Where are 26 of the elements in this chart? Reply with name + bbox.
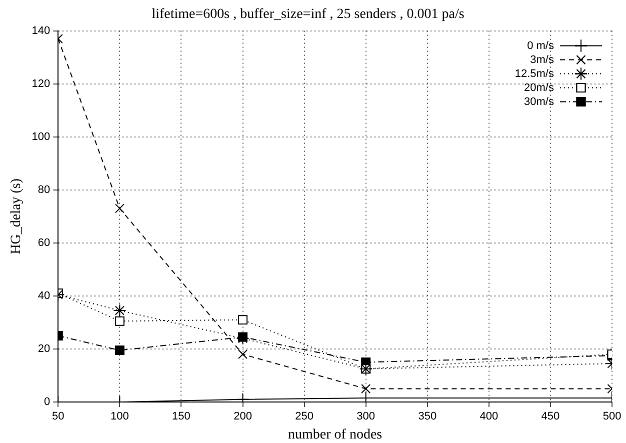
- x-tick-label: 100: [110, 410, 129, 423]
- x-tick-label: 300: [356, 410, 376, 423]
- x-tick-label: 150: [172, 410, 190, 423]
- y-tick-label: 0: [44, 396, 50, 408]
- y-axis-title: HG_delay (s): [9, 178, 24, 254]
- legend-label: 12.5m/s: [514, 68, 554, 80]
- x-tick-label: 350: [418, 410, 437, 423]
- x-tick-label: 500: [602, 410, 622, 423]
- y-tick-label: 40: [38, 290, 50, 302]
- x-axis-title: number of nodes: [288, 427, 382, 442]
- legend-label: 0 m/s: [527, 40, 554, 52]
- y-tick-label: 80: [38, 184, 50, 196]
- chart-title: lifetime=600s , buffer_size=inf , 25 senders , 0.001 pa/s: [152, 7, 464, 22]
- x-tick-label: 50: [52, 410, 64, 423]
- x-tick-label: 200: [234, 410, 252, 423]
- y-tick-label: 100: [32, 130, 50, 143]
- x-tick-label: 400: [480, 410, 498, 423]
- legend-label: 3m/s: [530, 54, 554, 66]
- y-tick-label: 140: [32, 24, 50, 37]
- legend-label: 20m/s: [524, 82, 554, 94]
- y-tick-label: 20: [38, 343, 50, 356]
- y-tick-label: 60: [38, 236, 50, 249]
- legend-label: 30m/s: [524, 96, 554, 108]
- x-tick-label: 250: [295, 410, 314, 423]
- y-tick-label: 120: [32, 78, 50, 90]
- x-tick-label: 450: [541, 410, 560, 423]
